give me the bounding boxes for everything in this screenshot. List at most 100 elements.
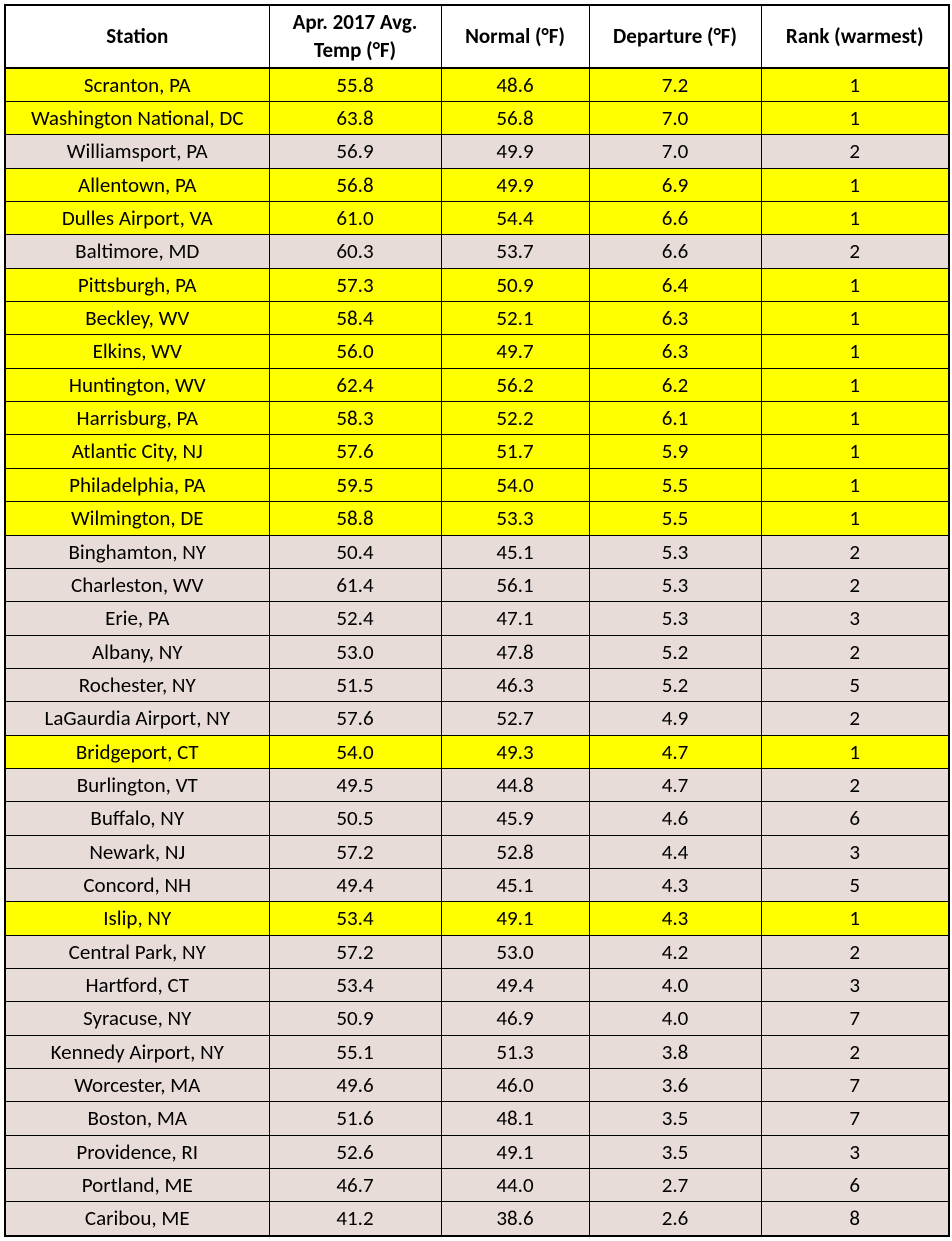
table-row: Kennedy Airport, NY55.151.33.82 [5,1035,949,1068]
cell-departure: 5.5 [589,468,761,501]
cell-rank: 2 [761,935,949,968]
cell-avg-temp: 46.7 [269,1169,441,1202]
table-body: Scranton, PA55.848.67.21Washington Natio… [5,68,949,1236]
table-row: Charleston, WV61.456.15.32 [5,568,949,601]
cell-departure: 3.6 [589,1069,761,1102]
table-row: Albany, NY53.047.85.22 [5,635,949,668]
cell-departure: 4.2 [589,935,761,968]
cell-rank: 1 [761,202,949,235]
cell-station: Bridgeport, CT [5,735,269,768]
cell-station: Central Park, NY [5,935,269,968]
cell-avg-temp: 49.6 [269,1069,441,1102]
col-header-normal: Normal (°F) [441,5,589,68]
cell-departure: 4.4 [589,835,761,868]
cell-rank: 2 [761,235,949,268]
table-row: Scranton, PA55.848.67.21 [5,68,949,102]
cell-avg-temp: 63.8 [269,102,441,135]
cell-avg-temp: 58.3 [269,402,441,435]
cell-avg-temp: 49.4 [269,868,441,901]
cell-normal: 48.6 [441,68,589,102]
cell-normal: 45.1 [441,535,589,568]
cell-station: Huntington, WV [5,368,269,401]
cell-avg-temp: 53.4 [269,902,441,935]
cell-avg-temp: 51.6 [269,1102,441,1135]
cell-station: Scranton, PA [5,68,269,102]
cell-avg-temp: 56.9 [269,135,441,168]
table-row: Pittsburgh, PA57.350.96.41 [5,268,949,301]
cell-departure: 4.0 [589,968,761,1001]
cell-station: Islip, NY [5,902,269,935]
cell-rank: 1 [761,368,949,401]
cell-normal: 46.3 [441,668,589,701]
cell-station: Wilmington, DE [5,502,269,535]
cell-station: Newark, NJ [5,835,269,868]
cell-avg-temp: 55.1 [269,1035,441,1068]
table-row: Bridgeport, CT54.049.34.71 [5,735,949,768]
cell-normal: 46.0 [441,1069,589,1102]
cell-station: Kennedy Airport, NY [5,1035,269,1068]
col-header-station: Station [5,5,269,68]
cell-normal: 52.7 [441,702,589,735]
table-row: Williamsport, PA56.949.97.02 [5,135,949,168]
cell-departure: 6.3 [589,335,761,368]
cell-normal: 54.4 [441,202,589,235]
cell-avg-temp: 61.4 [269,568,441,601]
cell-station: Harrisburg, PA [5,402,269,435]
cell-avg-temp: 59.5 [269,468,441,501]
cell-avg-temp: 57.3 [269,268,441,301]
cell-avg-temp: 50.5 [269,802,441,835]
table-row: Syracuse, NY50.946.94.07 [5,1002,949,1035]
cell-avg-temp: 49.5 [269,768,441,801]
cell-rank: 1 [761,435,949,468]
cell-station: Dulles Airport, VA [5,202,269,235]
cell-normal: 49.1 [441,1135,589,1168]
cell-station: Boston, MA [5,1102,269,1135]
cell-station: Syracuse, NY [5,1002,269,1035]
cell-rank: 1 [761,468,949,501]
cell-station: Atlantic City, NJ [5,435,269,468]
cell-normal: 52.8 [441,835,589,868]
cell-normal: 45.1 [441,868,589,901]
table-row: Providence, RI52.649.13.53 [5,1135,949,1168]
cell-departure: 4.7 [589,735,761,768]
table-row: Huntington, WV62.456.26.21 [5,368,949,401]
table-row: Washington National, DC63.856.87.01 [5,102,949,135]
col-header-departure: Departure (°F) [589,5,761,68]
col-header-rank: Rank (warmest) [761,5,949,68]
cell-departure: 6.4 [589,268,761,301]
table-row: Allentown, PA56.849.96.91 [5,168,949,201]
cell-avg-temp: 57.2 [269,935,441,968]
cell-rank: 2 [761,635,949,668]
cell-station: Caribou, ME [5,1202,269,1236]
cell-departure: 3.5 [589,1102,761,1135]
cell-rank: 2 [761,535,949,568]
cell-rank: 7 [761,1069,949,1102]
cell-avg-temp: 57.6 [269,435,441,468]
table-row: Harrisburg, PA58.352.26.11 [5,402,949,435]
cell-rank: 1 [761,68,949,102]
cell-station: Binghamton, NY [5,535,269,568]
cell-rank: 2 [761,135,949,168]
table-row: Buffalo, NY50.545.94.66 [5,802,949,835]
cell-normal: 48.1 [441,1102,589,1135]
col-header-avg-temp: Apr. 2017 Avg. Temp (°F) [269,5,441,68]
cell-normal: 49.4 [441,968,589,1001]
table-row: Rochester, NY51.546.35.25 [5,668,949,701]
cell-normal: 50.9 [441,268,589,301]
table-row: Caribou, ME41.238.62.68 [5,1202,949,1236]
cell-rank: 6 [761,1169,949,1202]
cell-departure: 6.3 [589,302,761,335]
cell-normal: 53.3 [441,502,589,535]
cell-departure: 6.1 [589,402,761,435]
table-row: Atlantic City, NJ57.651.75.91 [5,435,949,468]
table-row: Dulles Airport, VA61.054.46.61 [5,202,949,235]
cell-departure: 7.0 [589,135,761,168]
table-row: Central Park, NY57.253.04.22 [5,935,949,968]
cell-normal: 56.2 [441,368,589,401]
cell-rank: 1 [761,335,949,368]
cell-normal: 52.2 [441,402,589,435]
cell-normal: 49.9 [441,168,589,201]
cell-avg-temp: 51.5 [269,668,441,701]
cell-departure: 5.3 [589,535,761,568]
cell-rank: 3 [761,602,949,635]
